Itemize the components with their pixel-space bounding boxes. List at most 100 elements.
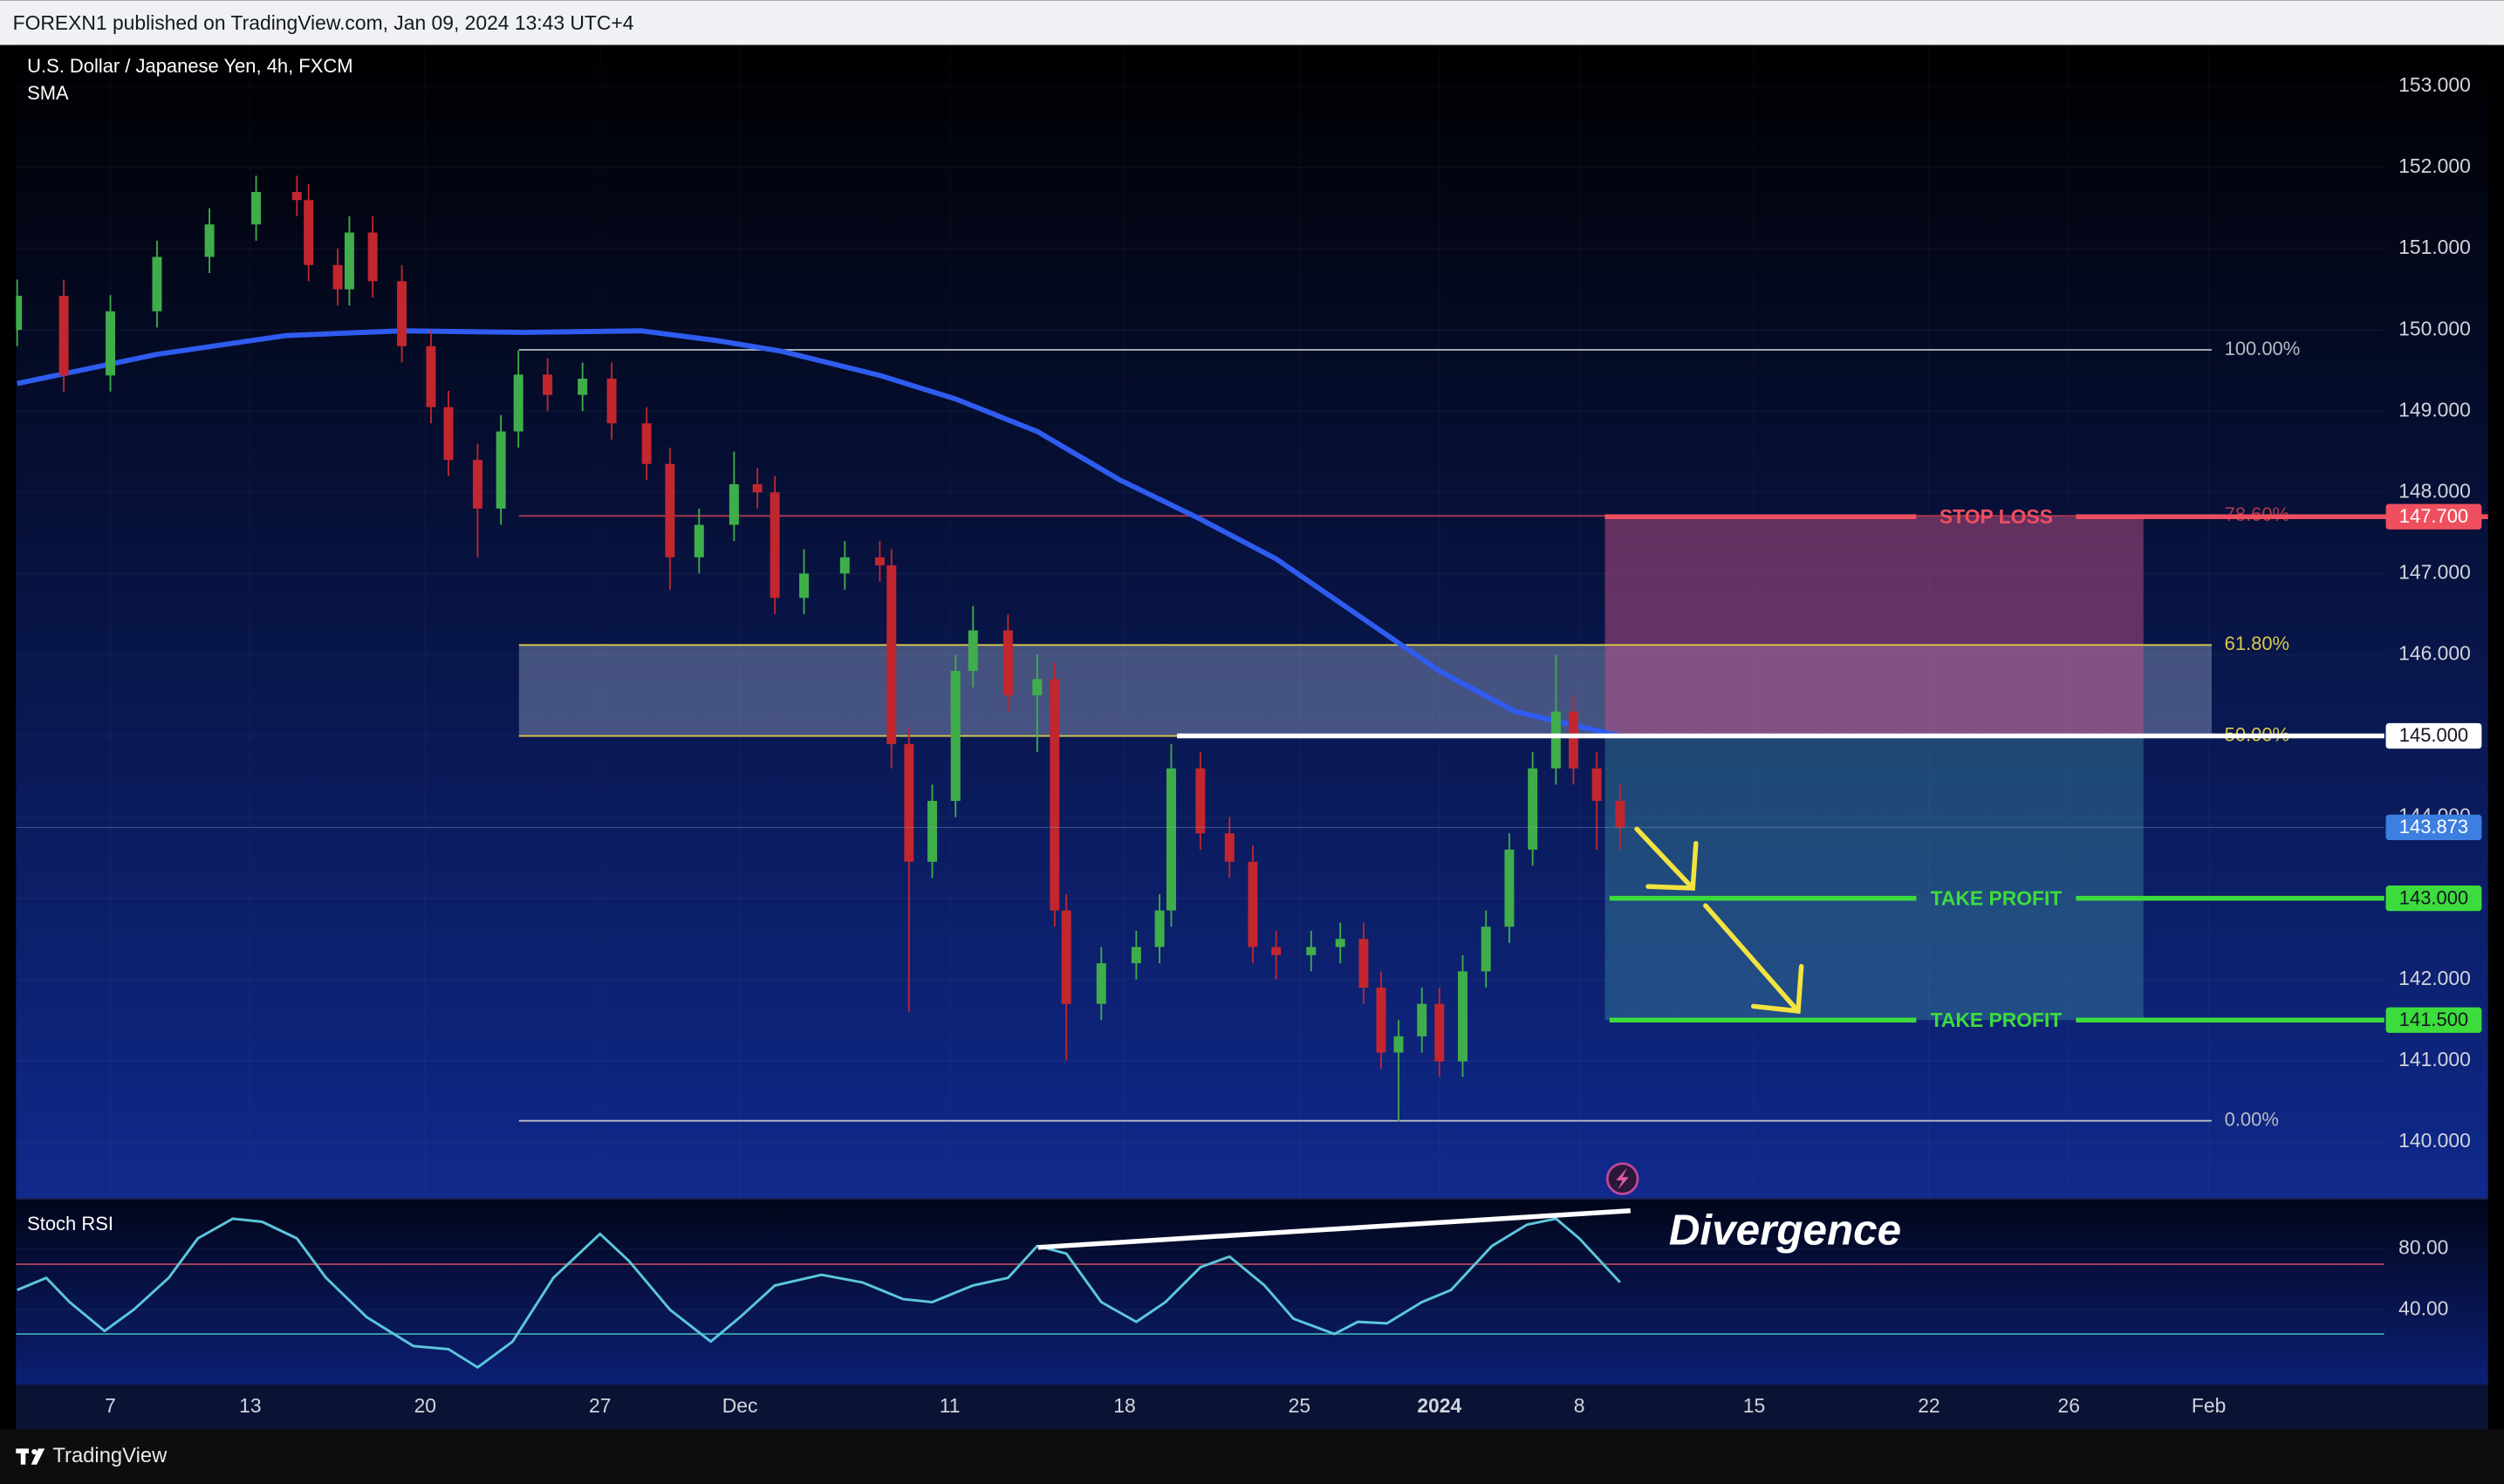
candle-body xyxy=(251,191,262,225)
candle-body xyxy=(1131,947,1141,964)
candle-body xyxy=(397,281,407,346)
candle-body xyxy=(1061,910,1071,1004)
x-tick-label: 7 xyxy=(105,1394,116,1417)
candle-body xyxy=(1248,861,1258,947)
candle-body xyxy=(304,200,314,265)
candle-body xyxy=(606,379,617,424)
price-tag xyxy=(2385,1007,2482,1033)
sma-line xyxy=(17,328,1621,739)
candle-body xyxy=(443,407,454,461)
fib-label: 100.00% xyxy=(2225,338,2301,359)
candle-body xyxy=(1568,711,1578,769)
candle-body xyxy=(665,463,675,557)
candle-body xyxy=(1195,768,1206,834)
x-tick-label: 18 xyxy=(1113,1394,1135,1417)
candle-body xyxy=(839,557,850,574)
y-tick-label: 147.000 xyxy=(2398,560,2471,583)
candle-body xyxy=(16,296,23,331)
divergence-label: Divergence xyxy=(1669,1206,1901,1254)
brand-logo xyxy=(16,1448,45,1465)
y-tick-label: 80.00 xyxy=(2398,1236,2448,1259)
level-label: TAKE PROFIT xyxy=(1931,887,2063,910)
candle-body xyxy=(1335,939,1345,947)
candle-body xyxy=(291,191,302,201)
x-tick-label: 22 xyxy=(1918,1394,1940,1417)
candle-body xyxy=(1417,1003,1427,1036)
candle-body xyxy=(1504,849,1515,927)
candle-body xyxy=(1481,927,1491,972)
fib-label: 61.80% xyxy=(2225,633,2289,654)
y-tick-label: 152.000 xyxy=(2398,154,2471,177)
candle-body xyxy=(799,573,810,598)
candle-body xyxy=(578,379,588,395)
candle-body xyxy=(1550,711,1561,769)
candle-body xyxy=(886,565,897,744)
y-tick-label: 153.000 xyxy=(2398,73,2471,96)
arrows xyxy=(1634,826,1804,1014)
candle-body xyxy=(1224,833,1235,862)
candle-body xyxy=(1154,910,1165,947)
y-tick-label: 151.000 xyxy=(2398,236,2471,258)
y-tick-label: 146.000 xyxy=(2398,642,2471,665)
x-tick-label: Dec xyxy=(722,1394,758,1417)
fib-label: 0.00% xyxy=(2225,1108,2279,1130)
y-tick-label: 149.000 xyxy=(2398,398,2471,421)
stoch-line xyxy=(17,1217,1621,1369)
alert-icon xyxy=(1605,1162,1639,1195)
candle-body xyxy=(426,345,436,407)
price-tag-label: 141.500 xyxy=(2399,1009,2468,1030)
x-tick-label: 27 xyxy=(589,1394,611,1417)
candle-body xyxy=(927,800,938,862)
y-tick-label: 40.00 xyxy=(2398,1296,2448,1319)
candle-body xyxy=(1306,947,1317,955)
price-tag xyxy=(2385,886,2482,912)
candle-body xyxy=(332,264,343,290)
y-tick-label: 142.000 xyxy=(2398,967,2471,989)
price-tag-label: 143.000 xyxy=(2399,886,2468,908)
candle-body xyxy=(344,232,354,290)
x-tick-label: 20 xyxy=(414,1394,436,1417)
price-tag xyxy=(2385,814,2482,841)
candle-body xyxy=(729,484,739,525)
divergence-line xyxy=(1037,1207,1631,1250)
candle-body xyxy=(152,256,162,311)
candle-body xyxy=(770,492,780,598)
price-tag xyxy=(2385,722,2482,749)
candle-body xyxy=(694,524,704,557)
arrow-head xyxy=(1750,963,1804,1014)
candle-body xyxy=(1271,947,1282,955)
x-tick-label: 26 xyxy=(2058,1394,2080,1417)
x-tick-label: 8 xyxy=(1574,1394,1585,1417)
price-tag xyxy=(2385,503,2482,530)
candle-body xyxy=(904,743,914,862)
candle-body xyxy=(1032,679,1043,695)
candle-body xyxy=(58,296,69,376)
candle-body xyxy=(1050,679,1060,911)
chart-title: U.S. Dollar / Japanese Yen, 4h, FXCM xyxy=(27,55,352,77)
x-tick-label: Feb xyxy=(2192,1394,2226,1417)
indicator-label: SMA xyxy=(27,82,69,104)
candle-body xyxy=(1166,768,1176,911)
x-tick-label: 15 xyxy=(1743,1394,1765,1417)
candle-body xyxy=(1393,1036,1404,1053)
candle-body xyxy=(1528,768,1538,850)
x-tick-label: 2024 xyxy=(1417,1394,1461,1417)
stop-zone xyxy=(1604,516,2144,736)
candle-body xyxy=(472,460,482,509)
stoch-pane xyxy=(16,1199,2488,1385)
candle-body xyxy=(641,423,652,464)
price-tag-label: 145.000 xyxy=(2399,724,2468,746)
candle-body xyxy=(950,671,961,801)
candle-body xyxy=(1457,971,1468,1062)
candle-body xyxy=(1591,768,1602,801)
y-tick-label: 141.000 xyxy=(2398,1048,2471,1070)
stoch-plot xyxy=(16,1217,2384,1369)
y-tick-label: 140.000 xyxy=(2398,1129,2471,1152)
candle-body xyxy=(1434,1003,1445,1062)
arrow-head xyxy=(1645,840,1699,891)
candle-body xyxy=(968,630,978,672)
x-tick-label: 25 xyxy=(1289,1394,1310,1417)
time-axis xyxy=(16,1385,2488,1430)
